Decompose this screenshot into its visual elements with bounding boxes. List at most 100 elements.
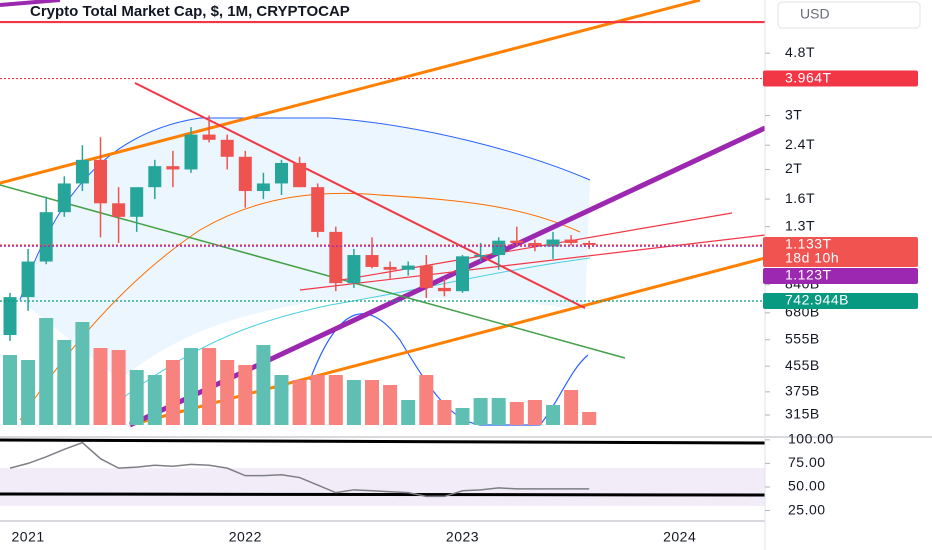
volume-bar <box>473 398 488 425</box>
candle-body <box>311 187 325 232</box>
channel-line <box>129 256 765 427</box>
volume-bar <box>274 375 289 425</box>
axes: 4.8T3T2.4T2T1.6T1.3T840B680B555B455B375B… <box>12 44 918 545</box>
volume-bar <box>238 365 253 425</box>
y-tick-label: 555B <box>785 330 820 346</box>
volume-bar <box>75 322 90 425</box>
price-badge-label: 1.133T <box>785 236 832 252</box>
rsi-tick-label: 100.00 <box>788 431 834 447</box>
y-tick-label: 455B <box>785 357 820 373</box>
currency-label[interactable]: USD <box>800 6 830 22</box>
volume-bar <box>292 380 307 425</box>
volume-bar <box>184 348 198 425</box>
volume-bar <box>455 408 470 425</box>
currency-button[interactable] <box>777 1 921 29</box>
price-badge <box>763 267 918 284</box>
candle-body <box>238 156 252 192</box>
candle-body <box>510 240 524 243</box>
y-tick-label: 2.4T <box>785 136 815 152</box>
candle-body <box>57 183 71 213</box>
trend-line <box>134 82 586 309</box>
price-badge <box>763 236 918 267</box>
volume-bar <box>437 400 452 425</box>
candle-body <box>75 159 89 184</box>
volume-bar <box>509 402 524 425</box>
volume-bar <box>220 360 235 425</box>
candle-body <box>456 256 469 292</box>
rsi-level <box>0 492 766 497</box>
price-badge-label: 742.944B <box>785 292 849 308</box>
volume-bar <box>527 400 542 425</box>
rsi-level <box>0 438 766 445</box>
oscillator <box>309 313 589 426</box>
candle-body <box>329 231 343 284</box>
volume-bar <box>93 348 108 425</box>
candle-body <box>293 162 307 188</box>
volume-bar <box>256 345 271 425</box>
y-tick-label: 4.8T <box>785 44 815 60</box>
price-badge-label: 3.964T <box>785 69 832 85</box>
volume-bar <box>202 348 217 425</box>
volume-bar <box>564 390 579 425</box>
candle-body <box>564 239 578 243</box>
rsi-band <box>0 468 765 506</box>
rsi-line <box>9 441 590 498</box>
y-tick-label: 2T <box>785 160 802 176</box>
trend-line <box>329 212 733 283</box>
candle-body <box>582 242 596 245</box>
volume-bar <box>491 398 506 425</box>
price-badge-label: 1.123T <box>785 267 832 283</box>
candle-body <box>220 139 234 157</box>
volume-bar <box>129 370 144 425</box>
y-tick-label: 1.3T <box>785 217 815 233</box>
volume-bar <box>3 355 17 425</box>
candle-body <box>492 240 506 256</box>
rsi-tick-label: 75.00 <box>788 454 826 470</box>
candle-body <box>347 255 361 284</box>
channel-line <box>0 0 701 185</box>
candle-body <box>256 183 270 192</box>
candle-body <box>148 166 162 188</box>
price-badge <box>763 70 918 87</box>
moving-average <box>19 192 581 421</box>
volume-bar <box>39 318 54 425</box>
candle-body <box>275 162 288 184</box>
volume-bar <box>147 375 162 425</box>
candle-body <box>383 266 397 270</box>
volume-bar <box>419 375 434 425</box>
volume-bar <box>57 340 72 425</box>
trend-line <box>299 234 765 291</box>
candle-body <box>202 134 216 140</box>
y-tick-label: 1.6T <box>785 190 815 206</box>
volume-bar <box>401 400 416 425</box>
rsi-tick-label: 50.00 <box>788 478 826 494</box>
volume-bar <box>310 375 325 425</box>
candle-body <box>437 287 451 292</box>
rsi-tick-label: 25.00 <box>788 501 826 517</box>
volume-bar <box>21 360 36 425</box>
candle-body <box>166 166 180 170</box>
candle-body <box>528 242 542 247</box>
volume-bar <box>582 412 597 425</box>
candle-body <box>130 187 144 217</box>
volume-bar <box>365 380 379 425</box>
price-badge <box>763 293 918 310</box>
y-tick-label: 315B <box>785 406 820 422</box>
x-tick-label: 2024 <box>663 529 696 545</box>
drawings <box>0 0 765 428</box>
candle-body <box>39 212 53 262</box>
candle-body <box>184 134 198 170</box>
bollinger-band <box>20 118 590 380</box>
trend-line <box>128 125 765 428</box>
x-tick-label: 2021 <box>12 529 45 545</box>
volume-bar <box>165 360 180 425</box>
y-tick-label: 375B <box>785 383 820 399</box>
volume-bar <box>346 380 361 425</box>
x-tick-label: 2022 <box>229 529 262 545</box>
candle-body <box>21 261 35 298</box>
candle-body <box>94 159 107 204</box>
chart-title: Crypto Total Market Cap, $, 1M, CRYPTOCA… <box>30 3 350 20</box>
volume-bar <box>383 385 398 425</box>
candle-body <box>546 239 560 247</box>
